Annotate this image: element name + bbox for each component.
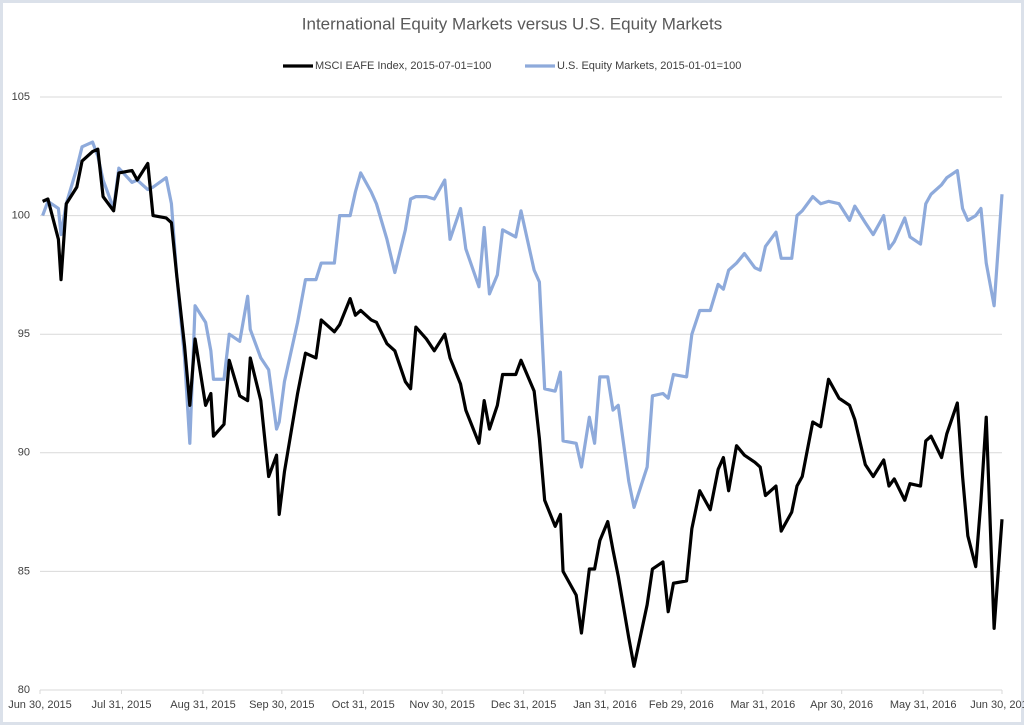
y-tick-label: 95 bbox=[18, 328, 30, 340]
x-tick-label: Sep 30, 2015 bbox=[249, 699, 314, 711]
series-line bbox=[41, 140, 1004, 509]
x-tick-label: Nov 30, 2015 bbox=[409, 699, 474, 711]
legend-label: U.S. Equity Markets, 2015-01-01=100 bbox=[557, 60, 741, 72]
x-tick-label: Apr 30, 2016 bbox=[810, 699, 873, 711]
x-tick-label: Oct 31, 2015 bbox=[332, 699, 395, 711]
y-tick-label: 80 bbox=[18, 684, 30, 696]
x-tick-label: May 31, 2016 bbox=[890, 699, 957, 711]
series-line bbox=[41, 147, 1004, 668]
x-tick-label: Feb 29, 2016 bbox=[649, 699, 714, 711]
y-tick-label: 90 bbox=[18, 447, 30, 459]
x-tick-label: Jun 30, 2016 bbox=[970, 699, 1024, 711]
legend-label: MSCI EAFE Index, 2015-07-01=100 bbox=[315, 60, 491, 72]
x-tick-label: Aug 31, 2015 bbox=[170, 699, 235, 711]
y-tick-label: 85 bbox=[18, 565, 30, 577]
chart-title: International Equity Markets versus U.S.… bbox=[302, 14, 722, 33]
x-tick-label: Jul 31, 2015 bbox=[92, 699, 152, 711]
y-tick-label: 100 bbox=[12, 210, 30, 222]
y-tick-label: 105 bbox=[12, 91, 30, 103]
x-tick-label: Mar 31, 2016 bbox=[730, 699, 795, 711]
chart-area bbox=[3, 3, 1021, 722]
x-tick-label: Dec 31, 2015 bbox=[491, 699, 556, 711]
x-tick-label: Jun 30, 2015 bbox=[8, 699, 72, 711]
x-tick-label: Jan 31, 2016 bbox=[573, 699, 637, 711]
